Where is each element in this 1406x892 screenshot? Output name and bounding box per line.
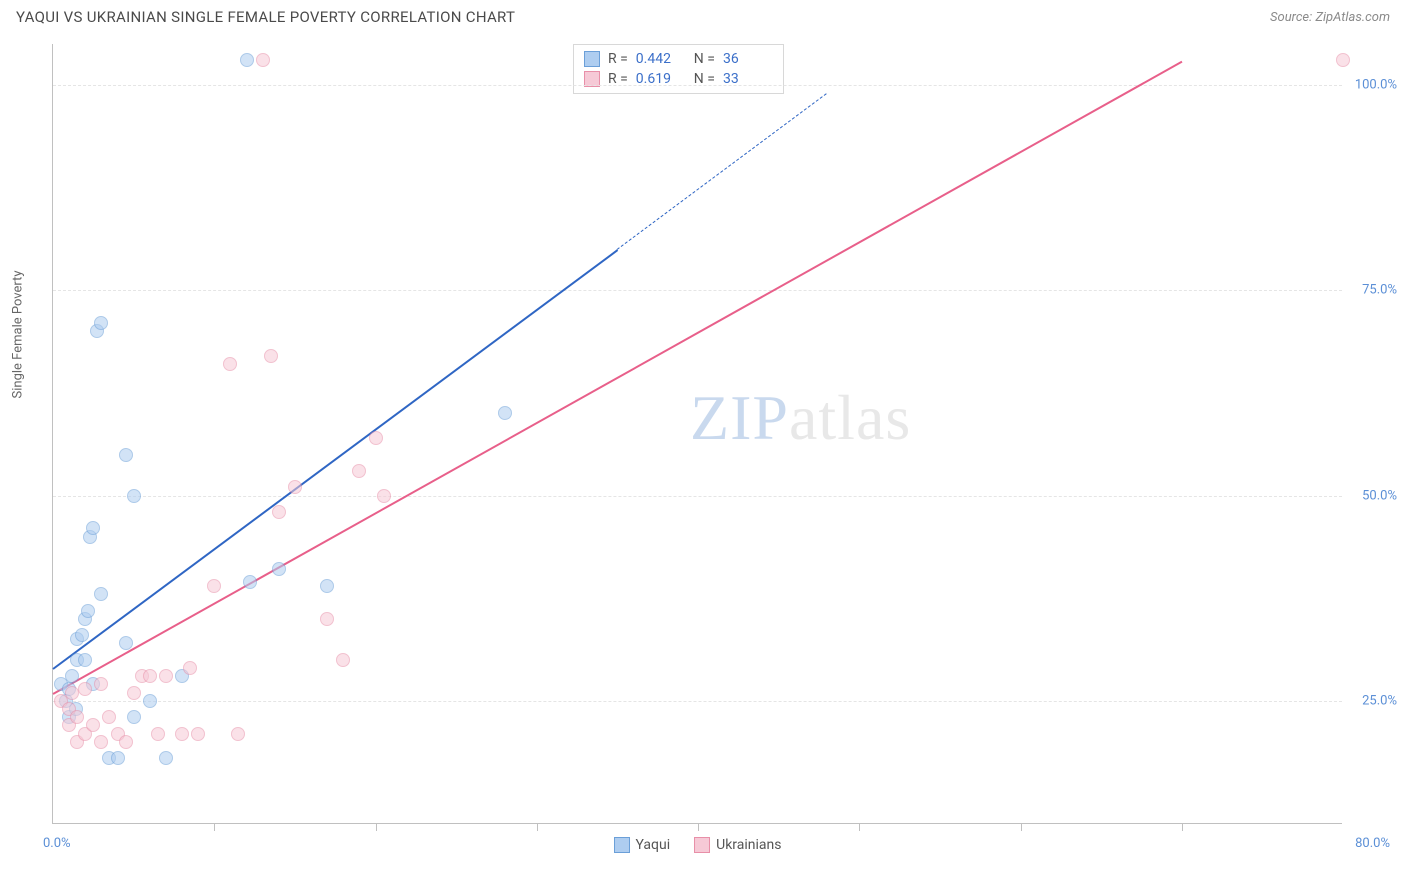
chart-title: YAQUI VS UKRAINIAN SINGLE FEMALE POVERTY… <box>16 8 515 26</box>
data-point <box>143 669 157 683</box>
data-point <box>159 669 173 683</box>
data-point <box>264 349 278 363</box>
series-swatch <box>694 837 710 853</box>
y-tick-label: 50.0% <box>1362 488 1397 503</box>
data-point <box>1336 53 1350 67</box>
data-point <box>377 489 391 503</box>
legend-label: Ukrainians <box>716 837 781 853</box>
x-tick <box>698 823 699 831</box>
data-point <box>191 727 205 741</box>
data-point <box>65 669 79 683</box>
data-point <box>94 587 108 601</box>
stats-row: R = 0.442 N = 36 <box>584 49 773 69</box>
data-point <box>207 579 221 593</box>
legend: Yaqui Ukrainians <box>614 837 782 853</box>
source-attribution: Source: ZipAtlas.com <box>1270 10 1390 25</box>
y-tick-label: 100.0% <box>1355 78 1397 93</box>
data-point <box>70 710 84 724</box>
gridline-h <box>53 85 1342 86</box>
data-point <box>86 521 100 535</box>
data-point <box>111 751 125 765</box>
data-point <box>94 735 108 749</box>
data-point <box>288 480 302 494</box>
data-point <box>127 686 141 700</box>
x-tick <box>214 823 215 831</box>
watermark: ZIPatlas <box>690 381 911 455</box>
y-tick-label: 75.0% <box>1362 283 1397 298</box>
x-tick <box>1021 823 1022 831</box>
data-point <box>127 489 141 503</box>
n-label: N = <box>694 51 715 67</box>
data-point <box>320 579 334 593</box>
data-point <box>223 357 237 371</box>
n-value: 36 <box>723 51 773 67</box>
x-axis-min-label: 0.0% <box>43 836 71 851</box>
series-swatch <box>614 837 630 853</box>
series-swatch <box>584 51 600 67</box>
data-point <box>127 710 141 724</box>
data-point <box>352 464 366 478</box>
plot-area: ZIPatlas 0.0% 80.0% R =0.442N =36R =0.61… <box>52 44 1342 824</box>
data-point <box>183 661 197 675</box>
data-point <box>231 727 245 741</box>
data-point <box>86 718 100 732</box>
legend-item: Ukrainians <box>694 837 781 853</box>
data-point <box>369 431 383 445</box>
x-tick <box>1182 823 1183 831</box>
x-tick <box>376 823 377 831</box>
data-point <box>94 316 108 330</box>
data-point <box>498 406 512 420</box>
gridline-h <box>53 496 1342 497</box>
gridline-h <box>53 701 1342 702</box>
data-point <box>119 735 133 749</box>
data-point <box>75 628 89 642</box>
legend-item: Yaqui <box>614 837 671 853</box>
data-point <box>94 677 108 691</box>
x-axis-max-label: 80.0% <box>1355 836 1390 851</box>
y-axis-title: Single Female Poverty <box>11 270 26 398</box>
data-point <box>336 653 350 667</box>
data-point <box>272 505 286 519</box>
chart-header: YAQUI VS UKRAINIAN SINGLE FEMALE POVERTY… <box>0 0 1406 30</box>
data-point <box>320 612 334 626</box>
data-point <box>78 653 92 667</box>
data-point <box>159 751 173 765</box>
data-point <box>151 727 165 741</box>
trend-line <box>52 249 618 669</box>
correlation-stats-box: R =0.442N =36R =0.619N =33 <box>573 44 784 94</box>
data-point <box>119 636 133 650</box>
x-tick <box>859 823 860 831</box>
watermark-atlas: atlas <box>789 382 911 453</box>
legend-label: Yaqui <box>636 837 671 853</box>
chart-container: Single Female Poverty ZIPatlas 0.0% 80.0… <box>0 30 1406 880</box>
r-label: R = <box>608 51 628 67</box>
data-point <box>240 53 254 67</box>
y-tick-label: 25.0% <box>1362 693 1397 708</box>
trend-line-extrapolated <box>617 93 827 250</box>
source-name: ZipAtlas.com <box>1315 10 1390 25</box>
data-point <box>81 604 95 618</box>
data-point <box>143 694 157 708</box>
data-point <box>243 575 257 589</box>
data-point <box>272 562 286 576</box>
gridline-h <box>53 290 1342 291</box>
data-point <box>65 686 79 700</box>
data-point <box>256 53 270 67</box>
data-point <box>102 710 116 724</box>
data-point <box>119 448 133 462</box>
trend-line <box>53 61 1183 695</box>
source-prefix: Source: <box>1270 10 1315 25</box>
data-point <box>78 682 92 696</box>
r-value: 0.442 <box>636 51 686 67</box>
data-point <box>175 727 189 741</box>
watermark-zip: ZIP <box>690 382 789 453</box>
x-tick <box>537 823 538 831</box>
